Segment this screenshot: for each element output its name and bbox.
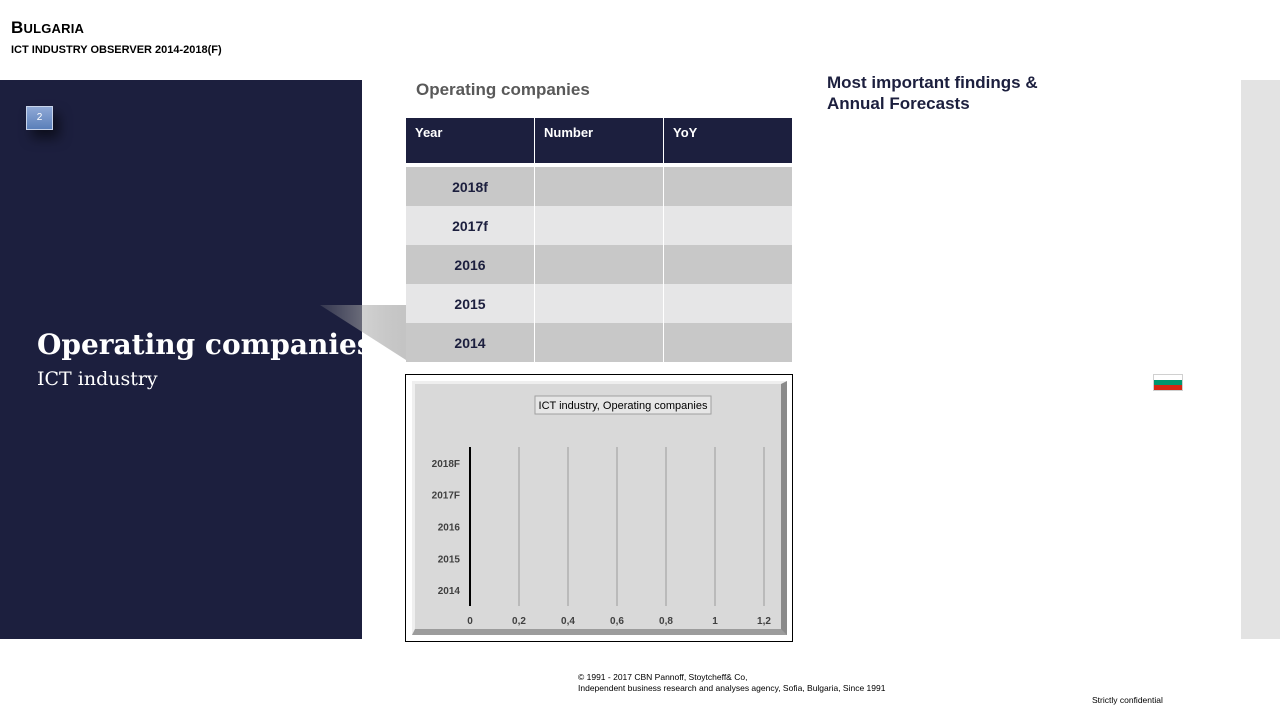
table-row: 2015	[406, 284, 792, 323]
x-tick-label: 0,6	[610, 616, 624, 627]
chart-plot-background	[412, 381, 787, 635]
section-sidebar	[0, 80, 362, 639]
country-title: BULGARIA	[11, 18, 85, 37]
cell-year: 2018f	[406, 167, 535, 206]
cell-year: 2014	[406, 323, 535, 362]
table-row: 2017f	[406, 206, 792, 245]
cell-number	[535, 245, 664, 284]
companies-table: Year Number YoY 2018f 2017f 2016 2015 20…	[406, 118, 792, 362]
bulgaria-flag-icon	[1153, 374, 1183, 391]
findings-title-line2: Annual Forecasts	[827, 94, 970, 113]
copyright-line2: Independent business research and analys…	[578, 683, 886, 693]
x-tick-label: 1	[712, 616, 718, 627]
cell-number	[535, 167, 664, 206]
x-tick-label: 0	[467, 616, 473, 627]
column-header-number: Number	[535, 118, 664, 163]
right-side-bar	[1241, 80, 1280, 639]
findings-title: Most important findings & Annual Forecas…	[827, 72, 1087, 114]
x-tick-label: 1,2	[757, 616, 771, 627]
y-category-label: 2017F	[432, 491, 460, 502]
findings-title-line1: Most important findings &	[827, 73, 1038, 92]
chart-title-box	[534, 395, 712, 415]
table-row: 2018f	[406, 167, 792, 206]
copyright-line1: © 1991 - 2017 CBN Pannoff, Stoytcheff& C…	[578, 672, 748, 682]
y-category-label: 2015	[438, 554, 461, 565]
section-title: Operating companies	[37, 328, 373, 361]
section-subtitle: ICT industry	[37, 368, 158, 390]
x-tick-label: 0,2	[512, 616, 526, 627]
table-row: 2016	[406, 245, 792, 284]
table-header-row: Year Number YoY	[406, 118, 792, 163]
flag-stripe-green	[1154, 379, 1182, 385]
cell-yoy	[664, 167, 792, 206]
cell-number	[535, 323, 664, 362]
cell-number	[535, 206, 664, 245]
cell-year: 2015	[406, 284, 535, 323]
pointer-wedge	[320, 305, 406, 360]
flag-stripe-red	[1154, 384, 1182, 390]
chart-frame: ICT industry, Operating companies 0 0,2 0,4…	[405, 374, 793, 642]
page-number-badge: 2	[26, 106, 53, 130]
y-category-label: 2016	[438, 523, 461, 534]
cell-number	[535, 284, 664, 323]
report-subtitle: ICT INDUSTRY OBSERVER 2014-2018(F)	[11, 44, 222, 56]
column-header-yoy: YoY	[673, 125, 698, 140]
cell-yoy	[664, 323, 792, 362]
cell-yoy	[664, 245, 792, 284]
flag-stripe-white	[1154, 375, 1182, 380]
copyright-notice: © 1991 - 2017 CBN Pannoff, Stoytcheff& C…	[578, 672, 885, 694]
x-tick-label: 0,4	[561, 616, 575, 627]
x-tick-label: 0,8	[659, 616, 673, 627]
operating-companies-chart: ICT industry, Operating companies 0 0,2 0,4…	[432, 395, 771, 627]
table-row: 2014	[406, 323, 792, 362]
table-heading: Operating companies	[416, 80, 590, 99]
cell-yoy	[664, 206, 792, 245]
cell-year: 2017f	[406, 206, 535, 245]
column-header-year: Year	[406, 118, 535, 163]
cell-year: 2016	[406, 245, 535, 284]
y-category-label: 2018F	[432, 459, 460, 470]
cell-yoy	[664, 284, 792, 323]
confidential-label: Strictly confidential	[1092, 695, 1163, 705]
chart-title: ICT industry, Operating companies	[539, 400, 708, 412]
y-category-label: 2014	[438, 586, 461, 597]
